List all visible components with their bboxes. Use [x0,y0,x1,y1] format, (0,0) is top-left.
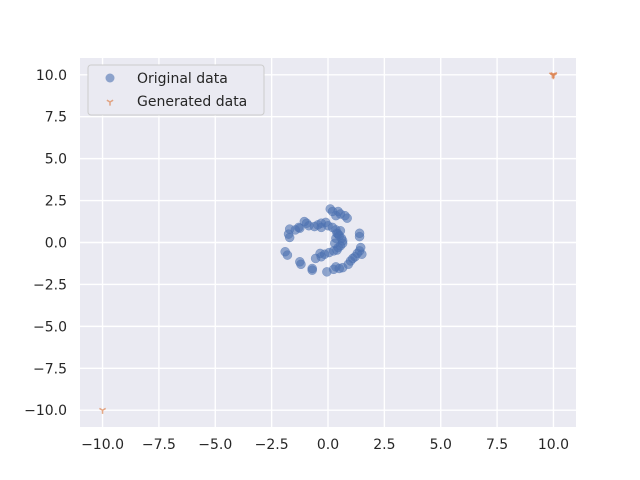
data-point [307,265,317,275]
x-tick-label: 5.0 [430,437,452,453]
y-tick-label: −2.5 [33,277,67,293]
x-tick-label: 10.0 [538,437,569,453]
legend: Original data Generated data [87,64,265,116]
y-tick-label: −7.5 [33,361,67,377]
legend-marker-original-data [105,73,115,83]
data-point [284,232,295,243]
data-point [282,250,293,260]
y-tick-label: 0.0 [45,236,67,252]
data-point [310,253,321,264]
grid-lines [80,58,576,427]
data-point [354,228,365,239]
data-point [342,213,352,223]
data-point [299,216,310,227]
legend-marker-generated-data [106,99,114,106]
series-layer [99,71,558,414]
y-tick-label: −10.0 [24,403,67,419]
data-point [335,226,346,236]
x-tick-label: 7.5 [486,437,508,453]
y-axis: 10.0 7.5 5.0 2.5 0.0 −2.5 −5.0 −7.5 −10.0 [24,68,67,419]
y-tick-label: 10.0 [36,68,67,84]
x-tick-label: 0.0 [317,437,339,453]
x-tick-label: −7.5 [142,437,176,453]
x-tick-label: 2.5 [373,437,395,453]
series-generated-data [99,71,558,414]
x-tick-label: −2.5 [255,437,289,453]
x-axis: −10.0 −7.5 −5.0 −2.5 0.0 2.5 5.0 7.5 10.0 [81,437,569,453]
y-tick-label: 5.0 [45,152,67,168]
x-tick-label: −10.0 [81,437,124,453]
y-tick-label: 7.5 [45,110,67,126]
legend-label-original-data: Original data [137,71,228,87]
data-point [550,71,558,79]
data-point [295,223,305,233]
series-original-data [280,204,367,277]
y-tick-label: 2.5 [45,194,67,210]
x-tick-label: −5.0 [198,437,232,453]
legend-label-generated-data: Generated data [137,94,247,110]
data-point [357,249,367,259]
legend-box [87,64,265,116]
data-point [99,407,107,414]
data-point [296,259,306,270]
data-point [331,210,341,221]
y-tick-label: −5.0 [33,319,67,335]
